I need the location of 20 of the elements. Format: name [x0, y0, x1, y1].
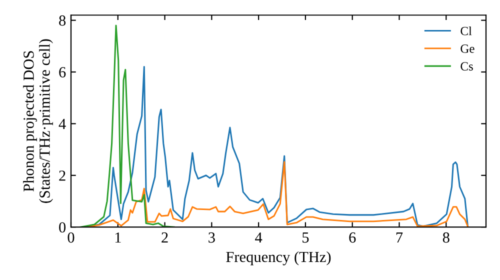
x-tick-label: 3 — [208, 232, 215, 243]
x-tick-label: 4 — [255, 232, 262, 243]
x-tick-label: 8 — [442, 232, 450, 243]
x-tick-label: 0 — [68, 232, 74, 243]
x-tick-label: 5 — [302, 232, 309, 243]
y-tick-label: 0 — [59, 222, 66, 233]
y-tick-label: 8 — [59, 15, 66, 26]
legend-label: Cl — [460, 26, 472, 36]
legend-label: Cs — [460, 62, 473, 71]
x-tick-label: 1 — [115, 232, 121, 243]
x-axis-title: Frequency (THz) — [226, 251, 331, 266]
x-tick-label: 7 — [396, 232, 403, 243]
line-series — [80, 24, 175, 228]
x-tick-label: 2 — [162, 232, 168, 243]
y-tick-label: 6 — [59, 67, 66, 78]
y-axis-title: Phonon projected DOS (States/THz·primitive cell) — [23, 39, 53, 203]
y-tick-label: 4 — [58, 118, 66, 129]
y-tick-label: 2 — [59, 170, 66, 181]
x-tick-label: 6 — [349, 232, 356, 243]
legend-label: Ge — [460, 44, 474, 53]
